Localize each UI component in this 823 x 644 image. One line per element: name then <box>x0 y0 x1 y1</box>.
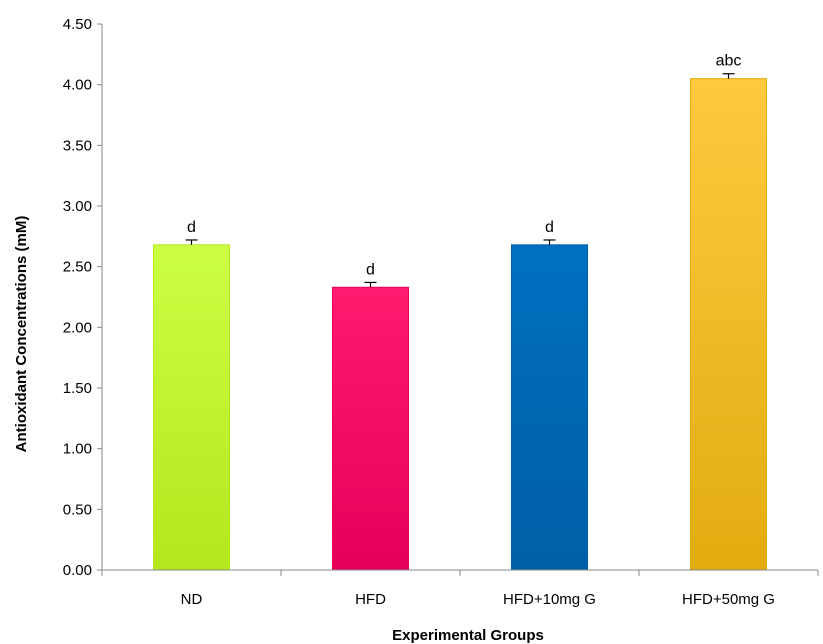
y-tick-label: 3.50 <box>63 137 92 154</box>
y-tick-label: 4.50 <box>63 16 92 33</box>
y-tick-label: 4.00 <box>63 77 92 94</box>
x-tick-label: ND <box>181 591 203 608</box>
bars: d d d abc <box>153 53 767 571</box>
significance-label: abc <box>716 53 742 70</box>
bar <box>511 244 588 571</box>
significance-label: d <box>366 261 375 278</box>
x-tick-label: HFD+50mg G <box>682 591 775 608</box>
y-tick-label: 1.50 <box>63 380 92 397</box>
bar <box>332 286 409 571</box>
significance-label: d <box>545 219 554 236</box>
y-tick-label: 2.50 <box>63 259 92 276</box>
x-tick-label: HFD <box>355 591 386 608</box>
y-tick-label: 2.00 <box>63 319 92 336</box>
bar <box>690 78 767 571</box>
y-tick-label: 0.50 <box>63 501 92 518</box>
y-tick-label: 1.00 <box>63 441 92 458</box>
y-tick-label: 0.00 <box>63 562 92 579</box>
bar <box>153 244 230 571</box>
y-axis-ticks: 0.00 0.50 1.00 1.50 2.00 2.50 3.00 3.50 4.00 4.50 <box>63 16 102 579</box>
y-tick-label: 3.00 <box>63 198 92 215</box>
x-tick-label: HFD+10mg G <box>503 591 596 608</box>
x-axis-title: Experimental Groups <box>392 627 544 644</box>
significance-label: d <box>187 219 196 236</box>
x-axis-ticks: ND HFD HFD+10mg G HFD+50mg G <box>101 570 819 608</box>
y-axis-title: Antioxidant Concentrations (mM) <box>13 216 30 453</box>
